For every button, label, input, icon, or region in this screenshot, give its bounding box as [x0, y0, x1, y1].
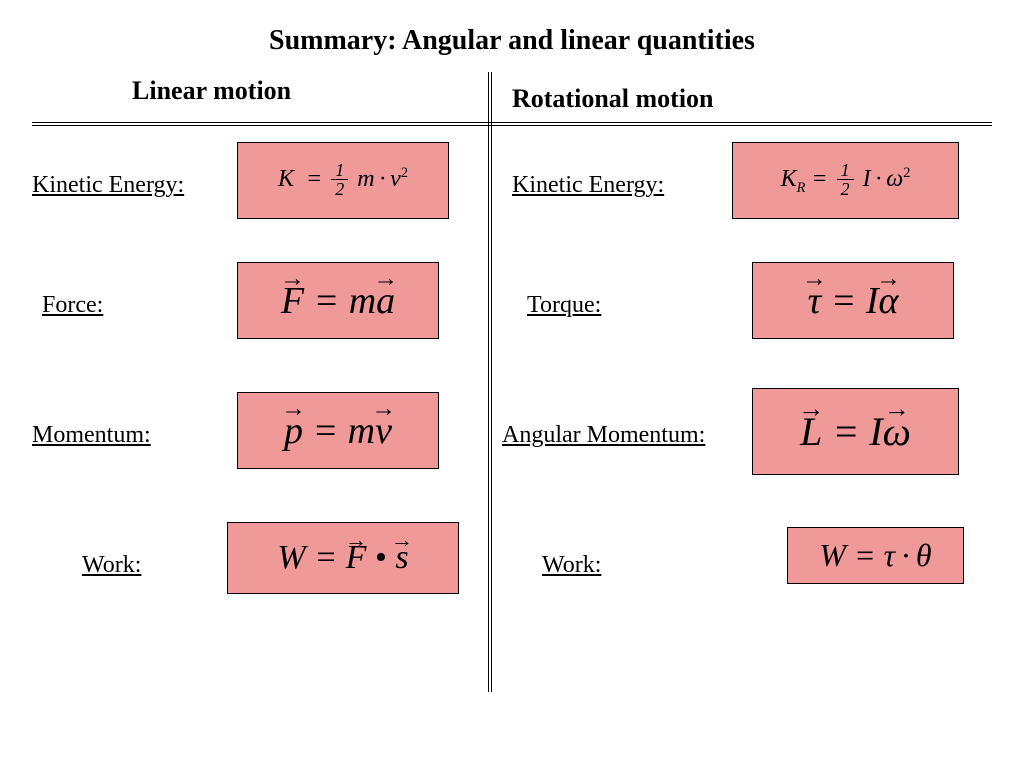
formula-linear-ke: K = 12 m · v2 — [237, 142, 449, 219]
label-linear-ke: Kinetic Energy: — [32, 172, 184, 199]
formula-rotational-work: W = τ · θ — [787, 527, 964, 584]
label-momentum: Momentum: — [32, 422, 151, 449]
label-force: Force: — [42, 292, 103, 319]
formula-angular-momentum: L = Iω — [752, 388, 959, 475]
formula-rotational-ke: KR = 12 I · ω2 — [732, 142, 959, 219]
vertical-divider — [488, 72, 492, 692]
label-angular-momentum: Angular Momentum: — [502, 422, 705, 449]
label-linear-work: Work: — [82, 552, 141, 579]
left-column-header: Linear motion — [132, 76, 291, 106]
right-column-header: Rotational motion — [512, 84, 714, 114]
formula-force: F = ma — [237, 262, 439, 339]
label-rotational-ke: Kinetic Energy: — [512, 172, 664, 199]
label-torque: Torque: — [527, 292, 601, 319]
formula-torque: τ = Iα — [752, 262, 954, 339]
page-title: Summary: Angular and linear quantities — [0, 0, 1024, 72]
horizontal-divider — [32, 122, 992, 126]
formula-momentum: p = mv — [237, 392, 439, 469]
label-rotational-work: Work: — [542, 552, 601, 579]
formula-linear-work: W = F • s — [227, 522, 459, 594]
